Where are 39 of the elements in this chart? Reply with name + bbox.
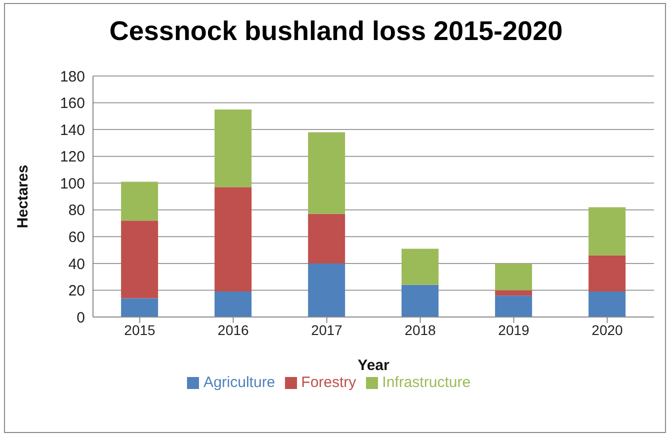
legend-label: Infrastructure	[382, 374, 471, 391]
bar	[402, 284, 439, 317]
y-axis-title: Hectares	[14, 164, 32, 228]
bar	[588, 255, 626, 292]
y-tick-label: 80	[68, 202, 85, 220]
bar	[121, 298, 158, 317]
x-tick-label: 2017	[311, 322, 343, 338]
bar	[308, 214, 346, 264]
y-tick-label: 180	[60, 68, 85, 86]
y-tick-label: 140	[60, 122, 85, 139]
legend-label: Forestry	[301, 374, 356, 391]
y-tick-label: 160	[60, 95, 85, 112]
bar	[214, 109, 252, 188]
bar	[214, 187, 252, 292]
bar	[402, 248, 439, 285]
y-tick-label: 120	[60, 148, 85, 166]
bar	[308, 263, 346, 317]
x-axis-title: Year	[358, 357, 390, 374]
y-tick-label: 60	[68, 228, 85, 246]
x-tick-label: 2019	[498, 322, 530, 338]
y-tick-label: 20	[68, 282, 85, 300]
bar	[495, 263, 532, 290]
y-tick-label: 40	[68, 256, 85, 273]
bar	[588, 207, 626, 256]
chart-title: Cessnock bushland loss 2015-2020	[108, 16, 564, 47]
bar	[495, 290, 532, 296]
bar	[495, 296, 532, 317]
bar	[121, 182, 158, 221]
x-tick-label: 2015	[124, 322, 156, 338]
bar	[214, 292, 252, 317]
x-tick-label: 2016	[218, 322, 250, 338]
y-tick-label: 100	[60, 175, 85, 192]
x-tick-label: 2018	[404, 322, 436, 338]
y-tick-label: 0	[76, 309, 85, 326]
bar	[121, 220, 158, 298]
bar	[588, 292, 626, 317]
x-tick-label: 2020	[592, 322, 624, 338]
legend-label: Agriculture	[203, 374, 276, 391]
bar	[308, 132, 346, 214]
